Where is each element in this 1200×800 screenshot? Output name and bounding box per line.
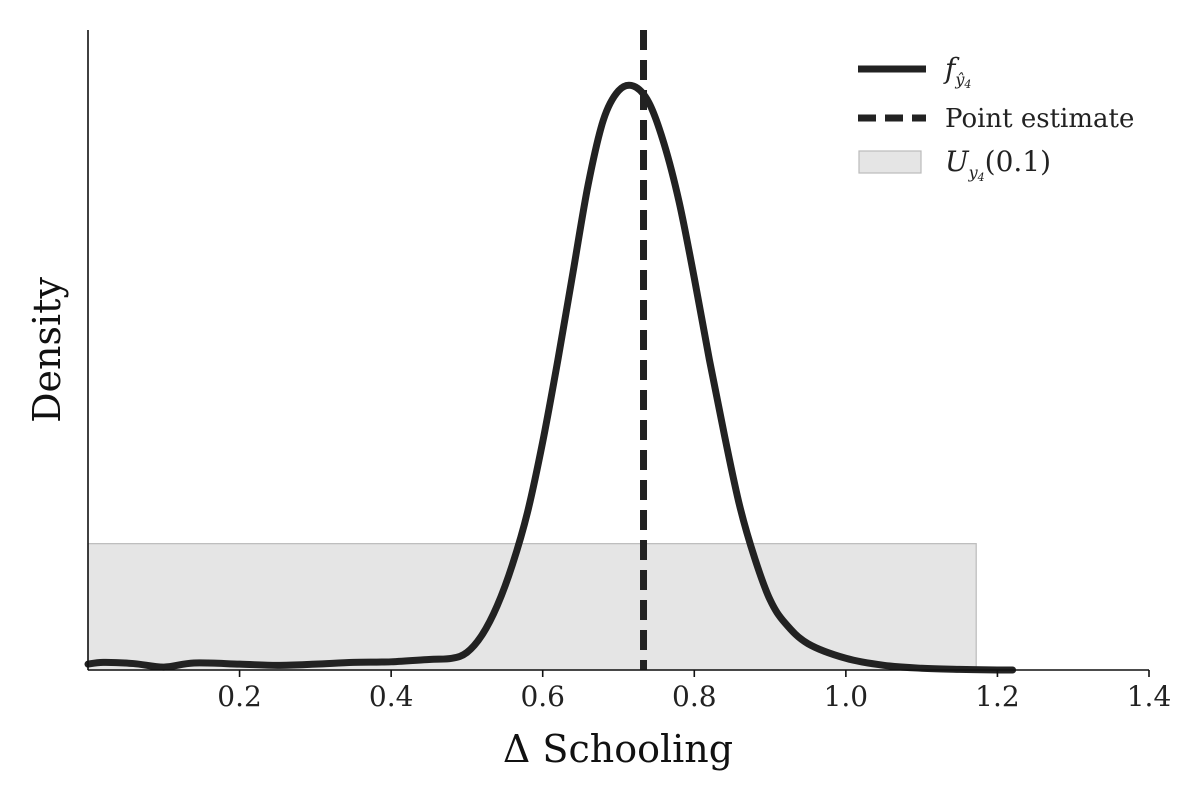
x-tick-label: 0.2 — [217, 680, 262, 713]
legend-interval-label: Uy4(0.1) — [945, 145, 1051, 184]
x-tick-label: 1.0 — [824, 680, 869, 713]
y-axis-label: Density — [25, 277, 69, 423]
plot-area — [84, 30, 1017, 674]
x-tick-label: 1.2 — [975, 680, 1020, 713]
x-tick-label: 0.6 — [520, 680, 565, 713]
legend: fŷ4 Point estimate Uy4(0.1) — [858, 52, 1134, 184]
legend-estimate-label: Point estimate — [945, 104, 1134, 134]
interval-band — [87, 543, 977, 671]
density-curve — [84, 81, 1017, 674]
legend-interval-swatch — [858, 150, 922, 174]
legend-density-label: fŷ4 — [943, 52, 971, 91]
x-ticks: 0.2 0.4 0.6 0.8 1.0 1.2 1.4 — [217, 670, 1171, 713]
x-tick-label: 1.4 — [1127, 680, 1172, 713]
x-axis-label: Δ Schooling — [503, 727, 733, 771]
axes — [87, 30, 1149, 671]
x-tick-label: 0.8 — [672, 680, 717, 713]
x-tick-label: 0.4 — [369, 680, 414, 713]
